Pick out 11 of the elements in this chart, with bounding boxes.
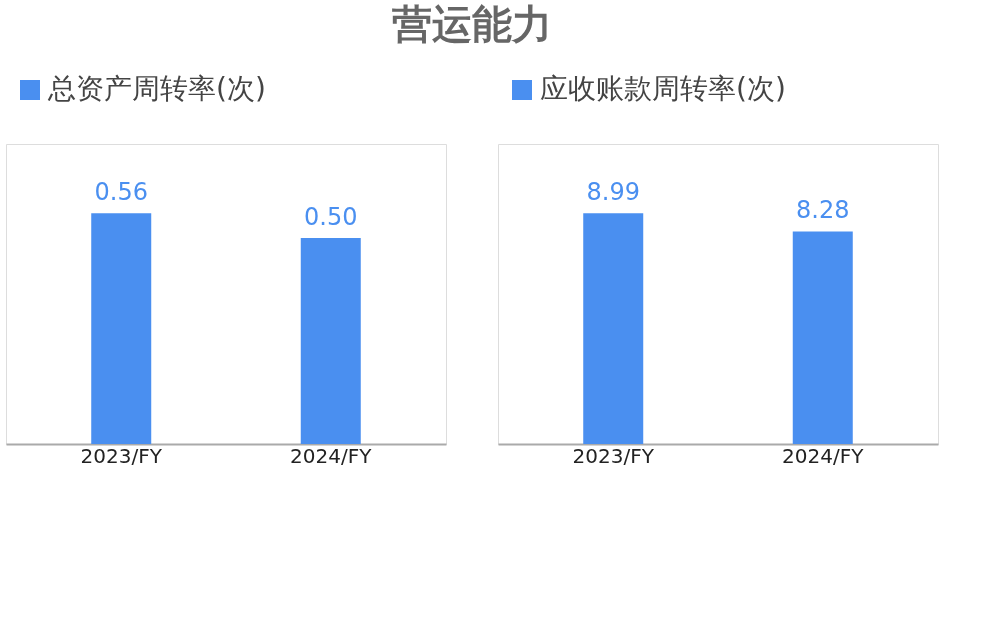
legend-label: 总资产周转率(次) [47,72,266,105]
x-tick-label: 2024/FY [290,443,373,468]
legend-label: 应收账款周转率(次) [540,72,786,105]
data-label: 0.50 [304,202,358,231]
x-tick-label: 2023/FY [80,443,163,468]
data-label: 8.99 [586,178,640,207]
x-tick-label: 2023/FY [572,443,655,468]
x-tick-label: 2024/FY [782,443,865,468]
chart-title: 营运能力 [392,0,552,47]
data-label: 8.28 [796,196,850,225]
data-label: 0.56 [94,178,148,207]
